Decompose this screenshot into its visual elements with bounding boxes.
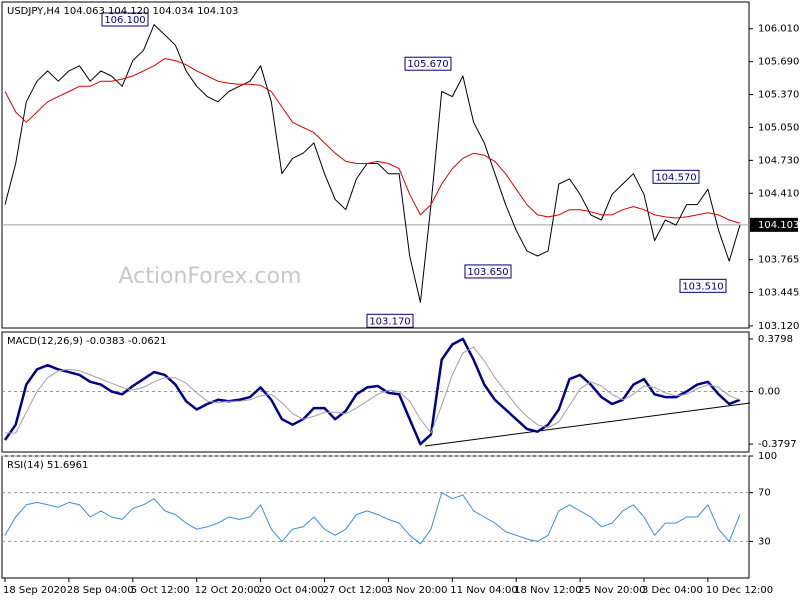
- x-tick-label: 27 Oct 12:00: [323, 585, 388, 596]
- annotation-box: [679, 278, 727, 293]
- series-line: [5, 346, 741, 434]
- x-tick-label: 28 Sep 04:00: [67, 585, 134, 596]
- y-tick-label: 104.730: [758, 155, 799, 166]
- trend-line: [424, 402, 751, 447]
- annotation-label: 103.510: [682, 281, 723, 292]
- annotation-label: 103.650: [467, 267, 508, 278]
- x-tick-label: 3 Dec 04:00: [642, 585, 703, 596]
- y-tick-label: 0.3798: [758, 334, 793, 345]
- annotation-label: 104.570: [655, 172, 696, 183]
- y-tick-label: 105.050: [758, 122, 799, 133]
- y-tick-label: 105.690: [758, 57, 799, 68]
- y-tick-label: 30: [758, 536, 771, 547]
- annotation-box: [101, 12, 149, 27]
- annotation-box: [652, 169, 700, 184]
- panel-frame: [1, 1, 750, 329]
- last-price-box: [750, 217, 798, 232]
- x-tick-label: 3 Nov 20:00: [386, 585, 447, 596]
- watermark: ActionForex.com: [119, 264, 302, 289]
- x-tick-label: 18 Nov 12:00: [514, 585, 581, 596]
- panel-title: MACD(12,26,9) -0.0383 -0.0621: [7, 336, 167, 347]
- series-line: [4, 58, 741, 224]
- y-tick-label: 100: [758, 451, 777, 462]
- y-tick-label: 103.120: [758, 321, 799, 332]
- annotation-box: [366, 313, 414, 328]
- annotation-label: 103.170: [369, 316, 410, 327]
- series-line: [4, 492, 741, 545]
- y-tick-label: -0.3797: [758, 439, 797, 450]
- last-price-label: 104.103: [758, 220, 799, 231]
- x-tick-label: 5 Oct 12:00: [131, 585, 190, 596]
- x-tick-label: 18 Sep 2020: [3, 585, 66, 596]
- y-tick-label: 0.00: [758, 387, 780, 398]
- x-tick-label: 25 Nov 20:00: [578, 585, 645, 596]
- y-tick-label: 103.445: [758, 288, 799, 299]
- x-tick-label: 12 Oct 20:00: [195, 585, 260, 596]
- y-tick-label: 103.765: [758, 255, 799, 266]
- x-tick-label: 10 Dec 12:00: [706, 585, 773, 596]
- y-tick-label: 104.410: [758, 188, 799, 199]
- annotation-box: [464, 264, 512, 279]
- annotation-label: 106.100: [104, 15, 145, 26]
- series-line: [3, 337, 741, 446]
- x-tick-label: 20 Oct 04:00: [259, 585, 324, 596]
- series-line: [4, 24, 741, 303]
- annotation-label: 105.670: [407, 59, 448, 70]
- x-tick-label: 11 Nov 04:00: [450, 585, 517, 596]
- y-tick-label: 105.370: [758, 90, 799, 101]
- panel-title: RSI(14) 51.6961: [7, 460, 88, 471]
- y-tick-label: 106.010: [758, 24, 799, 35]
- annotation-box: [404, 56, 452, 71]
- panel-title: USDJPY,H4 104.063 104.120 104.034 104.10…: [7, 6, 238, 17]
- y-tick-label: 70: [758, 488, 771, 499]
